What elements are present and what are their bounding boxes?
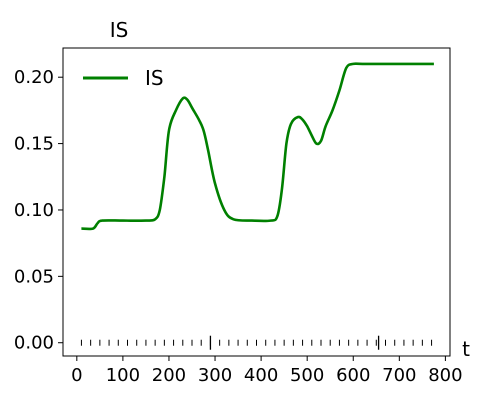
x-tick-label: 500 [290,365,324,386]
x-tick-label: 0 [71,365,82,386]
legend-label-is: IS [145,66,164,90]
plot-area [62,47,451,357]
x-tick-label: 800 [428,365,462,386]
legend: IS [83,66,164,90]
y-axis: 0.00 0.05 0.10 0.15 0.20 [14,67,63,354]
series-group [81,62,434,231]
x-axis: 0 100 200 300 400 500 600 700 800 [71,356,463,386]
x-axis-label: t [462,337,470,361]
x-tick-label: 400 [244,365,278,386]
chart-title: IS [110,18,129,42]
y-tick-label: 0.15 [14,134,54,155]
x-tick-label: 700 [382,365,416,386]
plot-frame [62,47,451,357]
event-marks [80,335,433,350]
series-line-is [81,62,434,231]
y-tick-label: 0.10 [14,200,54,221]
y-tick-label: 0.05 [14,266,54,287]
y-tick-label: 0.20 [14,67,54,88]
x-tick-label: 600 [336,365,370,386]
x-tick-label: 200 [152,365,186,386]
x-tick-label: 300 [198,365,232,386]
x-tick-label: 100 [106,365,140,386]
y-tick-label: 0.00 [14,333,54,354]
